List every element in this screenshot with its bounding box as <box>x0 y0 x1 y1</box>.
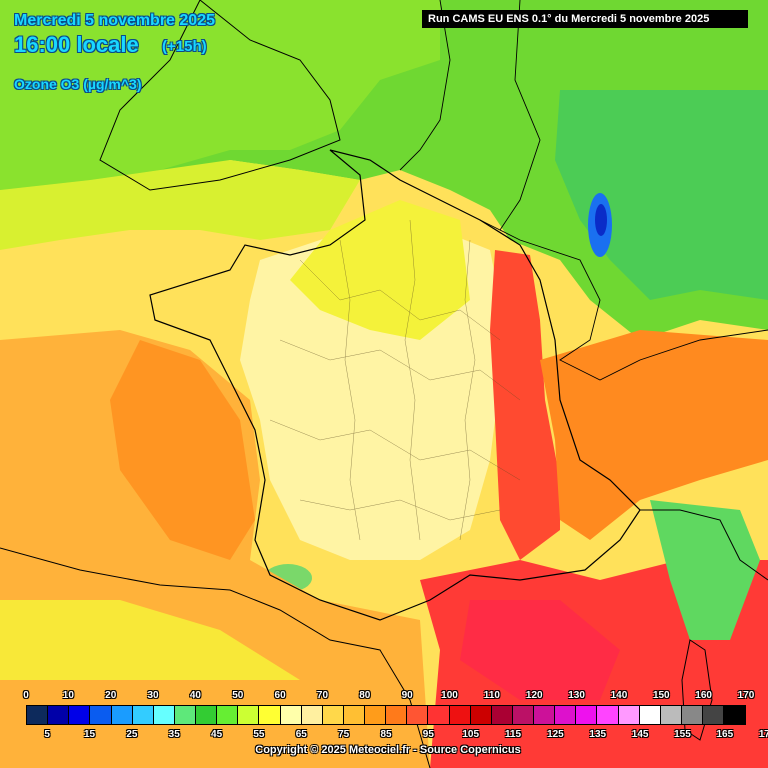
zone-blue-core <box>595 204 607 236</box>
legend-top-label: 160 <box>695 690 712 701</box>
legend-bottom-label: 45 <box>211 729 223 740</box>
legend-top-label: 70 <box>316 690 329 701</box>
legend-top-label: 130 <box>568 690 585 701</box>
legend-top-label: 60 <box>274 690 286 701</box>
legend-bottom-label: 175 <box>758 729 768 740</box>
corsica-outline <box>681 639 713 741</box>
forecast-time: 16:00 locale <box>14 32 139 57</box>
zone-med-pink <box>460 600 620 700</box>
legend-swatch <box>196 706 218 724</box>
zone-spain-yellow <box>0 600 300 680</box>
legend-swatch <box>724 706 746 724</box>
legend-swatch <box>132 706 154 724</box>
legend-top-label: 10 <box>62 690 74 701</box>
legend-top-label: 30 <box>147 690 159 701</box>
legend-top-label: 110 <box>483 690 500 701</box>
zone-east-orange <box>540 330 768 540</box>
legend-bottom-label: 65 <box>295 729 307 740</box>
legend-swatch <box>660 706 682 724</box>
legend-top-label: 20 <box>105 690 117 701</box>
zone-east-red <box>490 250 560 560</box>
legend-bottom-label: 155 <box>674 729 691 740</box>
legend-swatch <box>681 706 703 724</box>
legend-swatch <box>322 706 344 724</box>
legend-swatch <box>407 706 429 724</box>
legend-swatch <box>555 706 577 724</box>
italy-coastline <box>640 509 768 581</box>
legend-bottom-label: 5 <box>44 729 50 740</box>
border-line-benelux <box>399 0 451 171</box>
forecast-offset: (+15h) <box>162 38 207 55</box>
legend-swatch <box>703 706 725 724</box>
spain-coastline <box>0 547 431 768</box>
legend-swatch <box>153 706 175 724</box>
legend-bottom-label: 85 <box>380 729 392 740</box>
legend-swatch <box>512 706 534 724</box>
legend-swatch <box>597 706 619 724</box>
legend-swatch <box>449 706 471 724</box>
legend-bottom-label: 55 <box>253 729 265 740</box>
color-legend: 0 10 20 30 40 50 60 70 80 90 100 110 120 130 140 150 160… <box>0 688 768 768</box>
legend-swatch <box>301 706 323 724</box>
legend-top-label: 170 <box>737 690 755 701</box>
forecast-date: Mercredi 5 novembre 2025 <box>14 12 215 29</box>
legend-bottom-label: 15 <box>83 729 96 740</box>
legend-swatch <box>48 706 70 724</box>
legend-top-label: 120 <box>525 690 543 701</box>
legend-top-label: 0 <box>23 690 29 701</box>
legend-top-label: 50 <box>232 690 244 701</box>
zone-biscay-darkorange <box>110 340 255 560</box>
legend-swatch <box>470 706 492 724</box>
legend-bottom-label: 35 <box>168 729 180 740</box>
legend-bottom-label: 95 <box>422 729 434 740</box>
legend-bottom-label: 115 <box>504 729 522 740</box>
legend-bottom-label: 125 <box>547 729 564 740</box>
legend-bottom-label: 145 <box>631 729 649 740</box>
legend-bottom-label: 105 <box>462 729 480 740</box>
legend-top-label: 90 <box>401 690 413 701</box>
legend-top-label: 40 <box>189 690 201 701</box>
legend-swatch <box>386 706 408 724</box>
zone-italy-green <box>650 500 760 640</box>
zone-france-yellow <box>290 200 470 340</box>
legend-swatch <box>491 706 513 724</box>
legend-swatch <box>428 706 450 724</box>
legend-top-label: 100 <box>441 690 458 701</box>
legend-swatch <box>27 706 49 724</box>
legend-swatch <box>576 706 598 724</box>
border-line-east <box>479 219 768 381</box>
zone-north-lightgreen <box>0 0 440 190</box>
france-coastline <box>149 149 641 621</box>
legend-bottom-label: 25 <box>126 729 138 740</box>
legend-swatch <box>343 706 365 724</box>
copyright-text: Copyright © 2025 Meteociel.fr - Source C… <box>255 744 521 756</box>
legend-top-label: 80 <box>359 690 371 701</box>
legend-color-bar <box>26 705 746 725</box>
legend-swatch <box>534 706 556 724</box>
legend-bottom-label: 75 <box>338 729 350 740</box>
variable-label: Ozone O3 (µg/m^3) <box>14 76 142 92</box>
legend-swatch <box>174 706 196 724</box>
england-coastline <box>99 0 341 191</box>
border-line-germany <box>499 0 541 231</box>
run-info-banner: Run CAMS EU ENS 0.1° du Mercredi 5 novem… <box>422 10 748 28</box>
legend-swatch <box>259 706 281 724</box>
legend-top-label: 140 <box>610 690 628 701</box>
legend-bottom-label: 135 <box>589 729 607 740</box>
legend-swatch <box>90 706 112 724</box>
legend-swatch <box>238 706 260 724</box>
zone-channel-yellow <box>0 160 360 250</box>
department-lines <box>269 219 521 541</box>
legend-bottom-label: 165 <box>716 729 734 740</box>
legend-top-label: 150 <box>652 690 670 701</box>
legend-swatch <box>69 706 91 724</box>
legend-swatch <box>365 706 387 724</box>
legend-swatch <box>217 706 239 724</box>
legend-swatch <box>280 706 302 724</box>
legend-swatch <box>639 706 661 724</box>
legend-swatch <box>618 706 640 724</box>
legend-swatch <box>111 706 133 724</box>
